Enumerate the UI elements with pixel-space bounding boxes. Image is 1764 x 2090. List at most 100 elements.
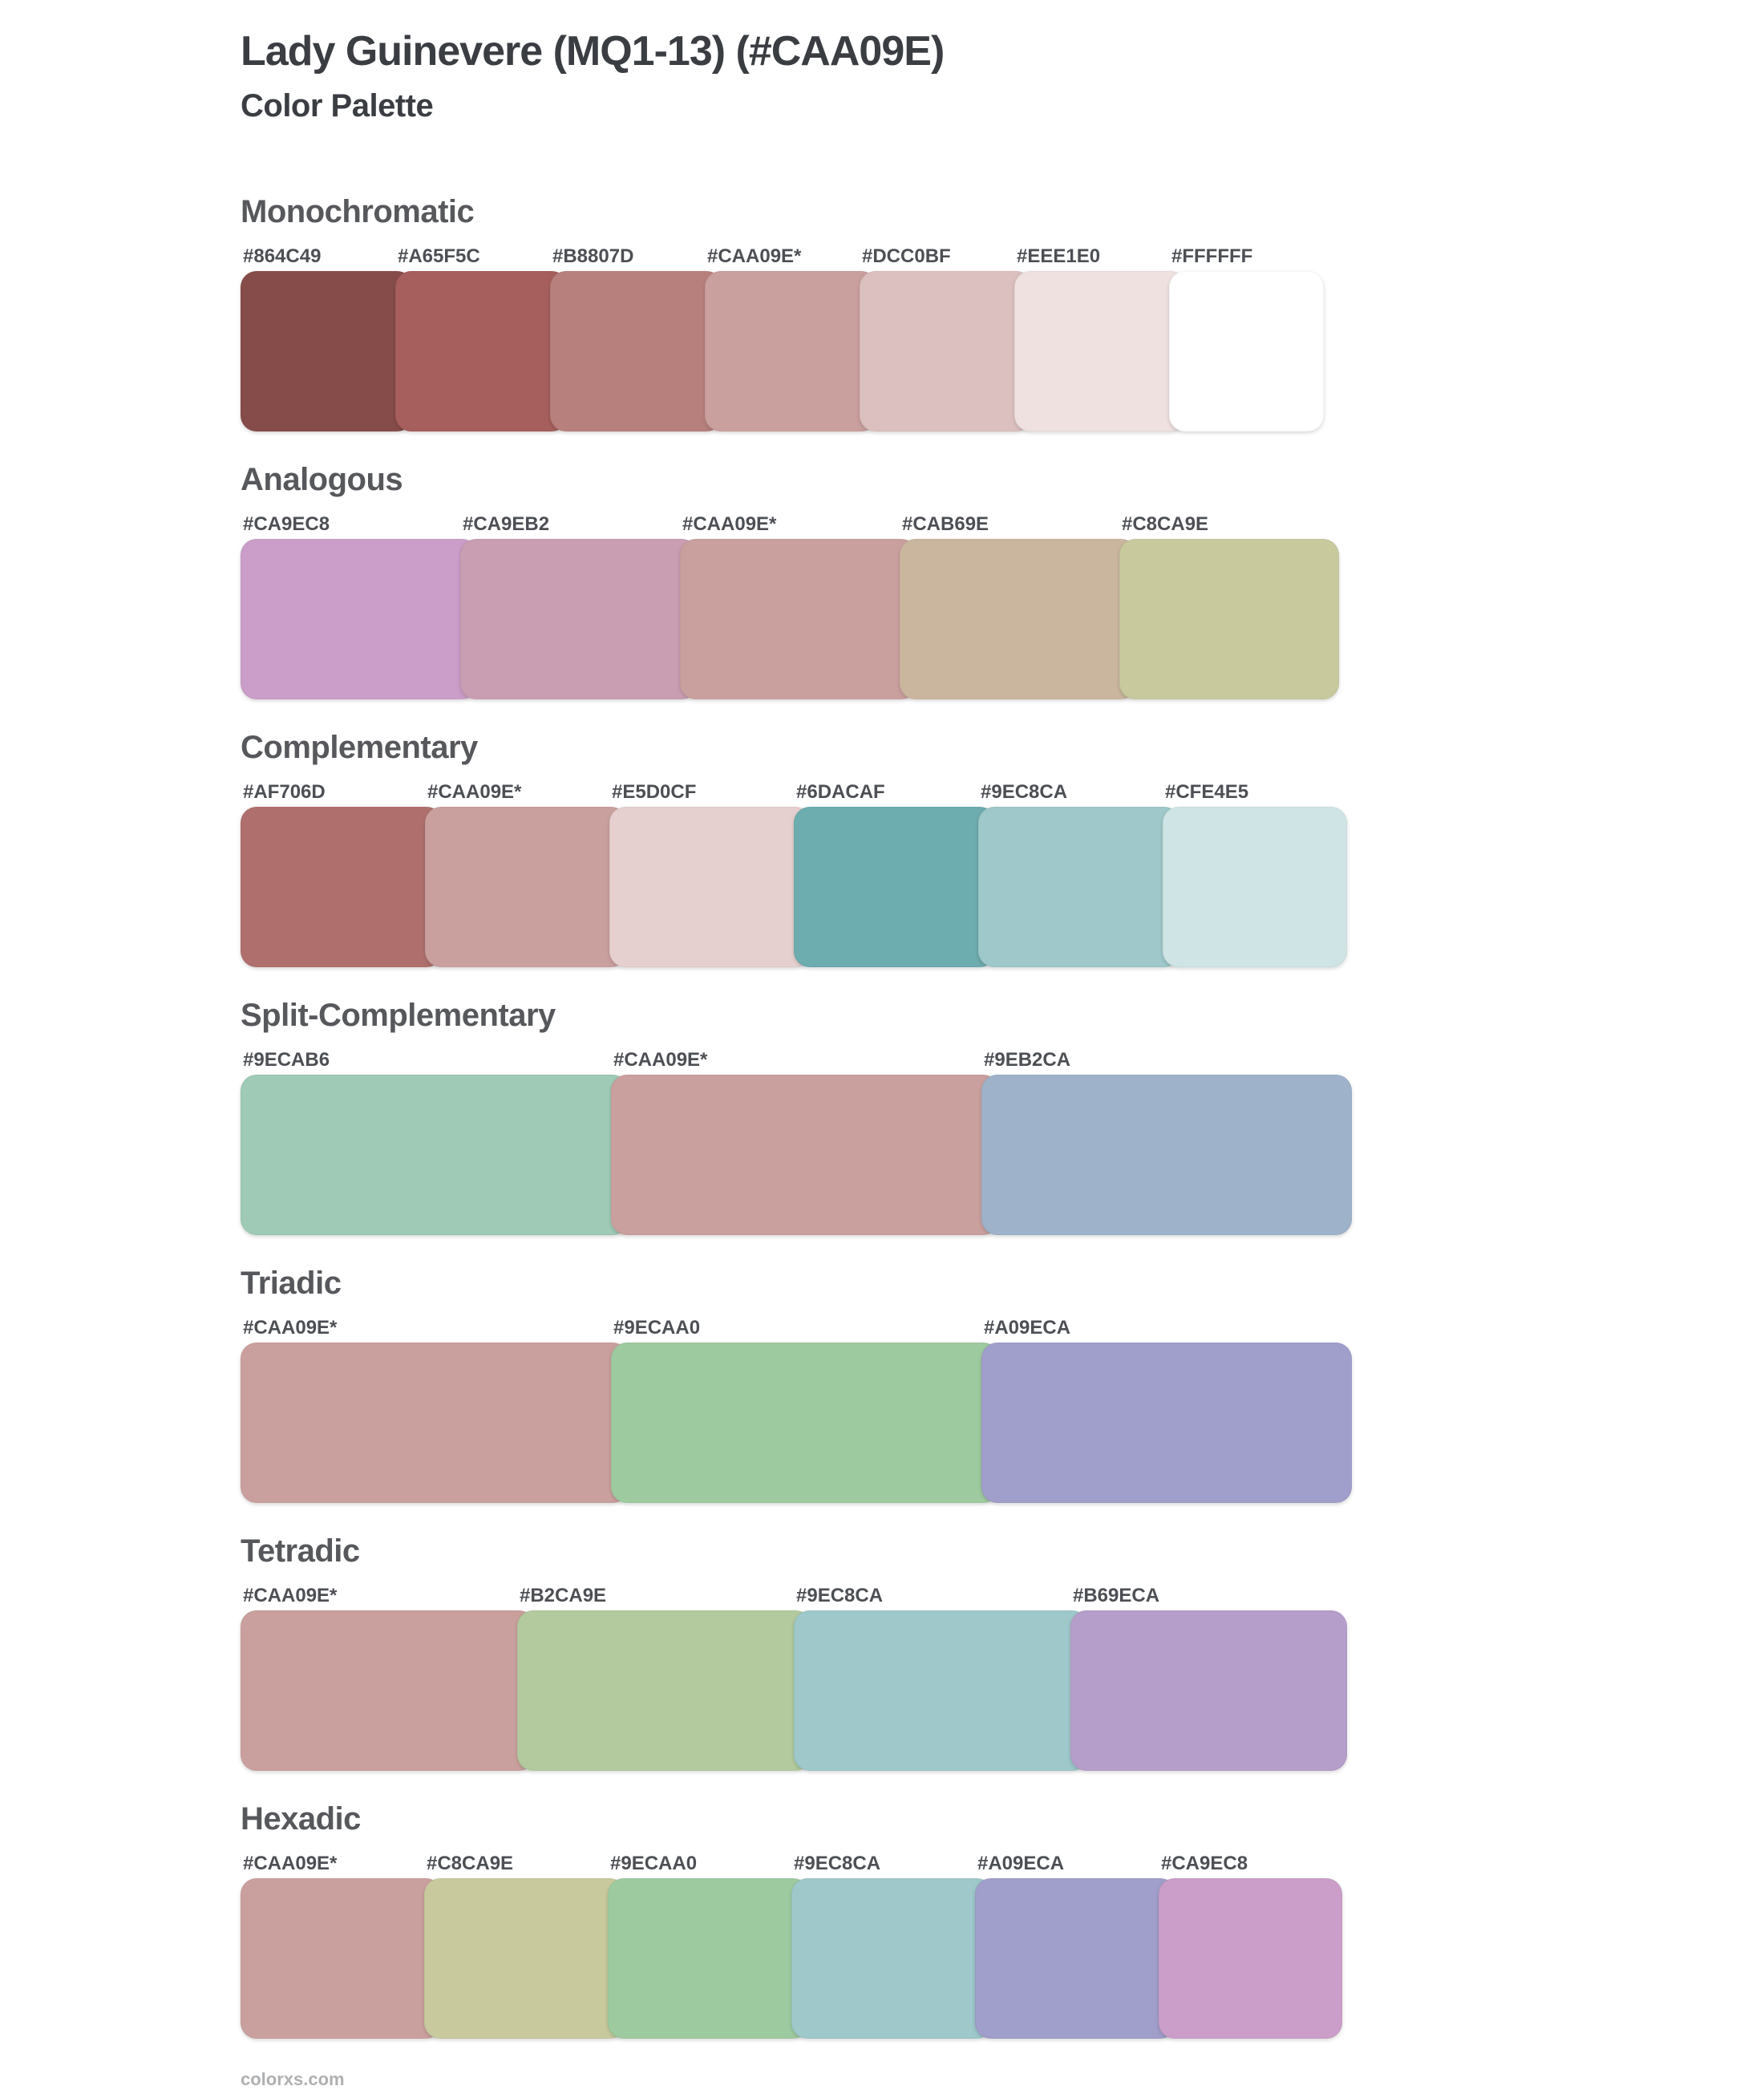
swatch-hex-label: #DCC0BF — [862, 245, 951, 267]
swatch-hex-label: #9EC8CA — [981, 781, 1068, 803]
section-triadic: Triadic #CAA09E* #9ECAA0 #A09ECA — [241, 1264, 1764, 1503]
color-swatch-9ec8ca[interactable] — [794, 1610, 1088, 1771]
swatch-hex-label: #CAA09E* — [243, 1317, 338, 1339]
swatch-hex-label: #B8807D — [552, 245, 634, 267]
swatch-hex-label: #9EB2CA — [984, 1049, 1071, 1071]
swatch-hex-label: #9ECAA0 — [613, 1317, 701, 1339]
section-analogous: Analogous #CA9EC8 #CA9EB2 #CAA09E* #CAB69E #C… — [241, 460, 1764, 699]
page-title: Lady Guinevere (MQ1-13) (#CAA09E) — [241, 28, 945, 75]
swatch-label-row: #864C49 #A65F5C #B8807D #CAA09E* #DCC0BF #EEE… — [241, 245, 1764, 268]
swatch-row — [241, 1878, 1764, 2039]
swatch-hex-label: #A09ECA — [984, 1317, 1071, 1339]
color-swatch-c8ca9e[interactable] — [424, 1878, 625, 2039]
section-title: Tetradic — [241, 1533, 360, 1569]
swatch-hex-label: #B2CA9E — [520, 1585, 607, 1606]
swatch-hex-label: #E5D0CF — [612, 781, 697, 803]
color-swatch-caa09e[interactable] — [680, 539, 917, 699]
swatch-hex-label: #EEE1E0 — [1017, 245, 1101, 267]
color-swatch-b69eca[interactable] — [1070, 1610, 1347, 1771]
swatch-hex-label: #CAA09E* — [427, 781, 522, 803]
section-title: Analogous — [241, 462, 403, 497]
color-swatch-caa09e[interactable] — [241, 1610, 535, 1771]
swatch-hex-label: #CAA09E* — [243, 1853, 338, 1874]
color-swatch-caa09e[interactable] — [611, 1075, 999, 1235]
swatch-row — [241, 1075, 1764, 1235]
page-subtitle: Color Palette — [241, 88, 434, 124]
swatch-hex-label: #B69ECA — [1073, 1585, 1160, 1606]
swatch-hex-label: #9EC8CA — [796, 1585, 884, 1606]
color-swatch-9ecaa0[interactable] — [611, 1343, 999, 1503]
color-swatch-b2ca9e[interactable] — [517, 1610, 811, 1771]
swatch-row — [241, 1343, 1764, 1503]
color-swatch-cab69e[interactable] — [900, 539, 1137, 699]
color-swatch-9ecab6[interactable] — [241, 1075, 629, 1235]
color-swatch-caa09e[interactable] — [241, 1878, 442, 2039]
color-swatch-a09eca[interactable] — [975, 1878, 1176, 2039]
swatch-hex-label: #CAA09E* — [707, 245, 802, 267]
color-swatch-6dacaf[interactable] — [794, 807, 996, 967]
color-swatch-ca9eb2[interactable] — [460, 539, 698, 699]
palette-sections: Monochromatic #864C49 #A65F5C #B8807D #CAA09… — [241, 192, 1764, 2039]
swatch-hex-label: #A09ECA — [977, 1853, 1065, 1874]
swatch-row — [241, 539, 1764, 699]
swatch-hex-label: #CA9EC8 — [243, 513, 330, 535]
color-swatch-9eb2ca[interactable] — [981, 1075, 1352, 1235]
color-swatch-c8ca9e[interactable] — [1119, 539, 1339, 699]
color-swatch-ffffff[interactable] — [1169, 271, 1324, 431]
color-swatch-864c49[interactable] — [241, 271, 413, 431]
color-swatch-9ec8ca[interactable] — [978, 807, 1180, 967]
swatch-hex-label: #CAA09E* — [243, 1585, 338, 1606]
color-swatch-cfe4e5[interactable] — [1163, 807, 1347, 967]
swatch-hex-label: #C8CA9E — [427, 1853, 514, 1874]
swatch-hex-label: #CAB69E — [902, 513, 989, 535]
color-swatch-ca9ec8[interactable] — [241, 539, 478, 699]
color-swatch-9ecaa0[interactable] — [608, 1878, 809, 2039]
swatch-hex-label: #CAA09E* — [613, 1049, 708, 1071]
section-monochromatic: Monochromatic #864C49 #A65F5C #B8807D #CAA09… — [241, 192, 1764, 431]
color-swatch-dcc0bf[interactable] — [860, 271, 1032, 431]
color-swatch-eee1e0[interactable] — [1014, 271, 1187, 431]
section-title: Triadic — [241, 1266, 342, 1301]
swatch-row — [241, 1610, 1764, 1771]
swatch-hex-label: #A65F5C — [398, 245, 480, 267]
swatch-hex-label: #CFE4E5 — [1165, 781, 1249, 803]
swatch-hex-label: #9EC8CA — [794, 1853, 881, 1874]
section-title: Hexadic — [241, 1801, 361, 1837]
swatch-hex-label: #FFFFFF — [1171, 245, 1253, 267]
swatch-hex-label: #C8CA9E — [1122, 513, 1209, 535]
section-hexadic: Hexadic #CAA09E* #C8CA9E #9ECAA0 #9EC8CA #A09… — [241, 1800, 1764, 2039]
swatch-hex-label: #CA9EB2 — [463, 513, 550, 535]
swatch-label-row: #9ECAB6 #CAA09E* #9EB2CA — [241, 1049, 1764, 1071]
swatch-label-row: #CA9EC8 #CA9EB2 #CAA09E* #CAB69E #C8CA9E — [241, 513, 1764, 536]
swatch-hex-label: #9ECAB6 — [243, 1049, 330, 1071]
color-swatch-caa09e[interactable] — [705, 271, 877, 431]
color-swatch-caa09e[interactable] — [425, 807, 627, 967]
section-tetradic: Tetradic #CAA09E* #B2CA9E #9EC8CA #B69ECA — [241, 1532, 1764, 1771]
color-swatch-a09eca[interactable] — [981, 1343, 1352, 1503]
section-title: Split-Complementary — [241, 998, 556, 1033]
swatch-hex-label: #864C49 — [243, 245, 322, 267]
color-swatch-e5d0cf[interactable] — [609, 807, 811, 967]
swatch-label-row: #AF706D #CAA09E* #E5D0CF #6DACAF #9EC8CA #CFE… — [241, 781, 1764, 804]
color-swatch-9ec8ca[interactable] — [791, 1878, 993, 2039]
swatch-row — [241, 271, 1764, 431]
section-title: Complementary — [241, 730, 478, 765]
color-swatch-ca9ec8[interactable] — [1159, 1878, 1342, 2039]
swatch-label-row: #CAA09E* #C8CA9E #9ECAA0 #9EC8CA #A09ECA #CA9… — [241, 1853, 1764, 1875]
color-swatch-a65f5c[interactable] — [395, 271, 568, 431]
color-swatch-caa09e[interactable] — [241, 1343, 629, 1503]
swatch-hex-label: #CA9EC8 — [1161, 1853, 1248, 1874]
section-title: Monochromatic — [241, 194, 475, 229]
swatch-row — [241, 807, 1764, 967]
color-swatch-b8807d[interactable] — [550, 271, 722, 431]
swatch-label-row: #CAA09E* #B2CA9E #9EC8CA #B69ECA — [241, 1585, 1764, 1607]
swatch-hex-label: #9ECAA0 — [610, 1853, 698, 1874]
section-complementary: Complementary #AF706D #CAA09E* #E5D0CF #6DAC… — [241, 728, 1764, 967]
swatch-hex-label: #6DACAF — [796, 781, 885, 803]
color-swatch-af706d[interactable] — [241, 807, 443, 967]
site-watermark: colorxs.com — [241, 2069, 345, 2089]
section-split-complementary: Split-Complementary #9ECAB6 #CAA09E* #9EB2C… — [241, 996, 1764, 1235]
swatch-label-row: #CAA09E* #9ECAA0 #A09ECA — [241, 1317, 1764, 1339]
swatch-hex-label: #AF706D — [243, 781, 326, 803]
